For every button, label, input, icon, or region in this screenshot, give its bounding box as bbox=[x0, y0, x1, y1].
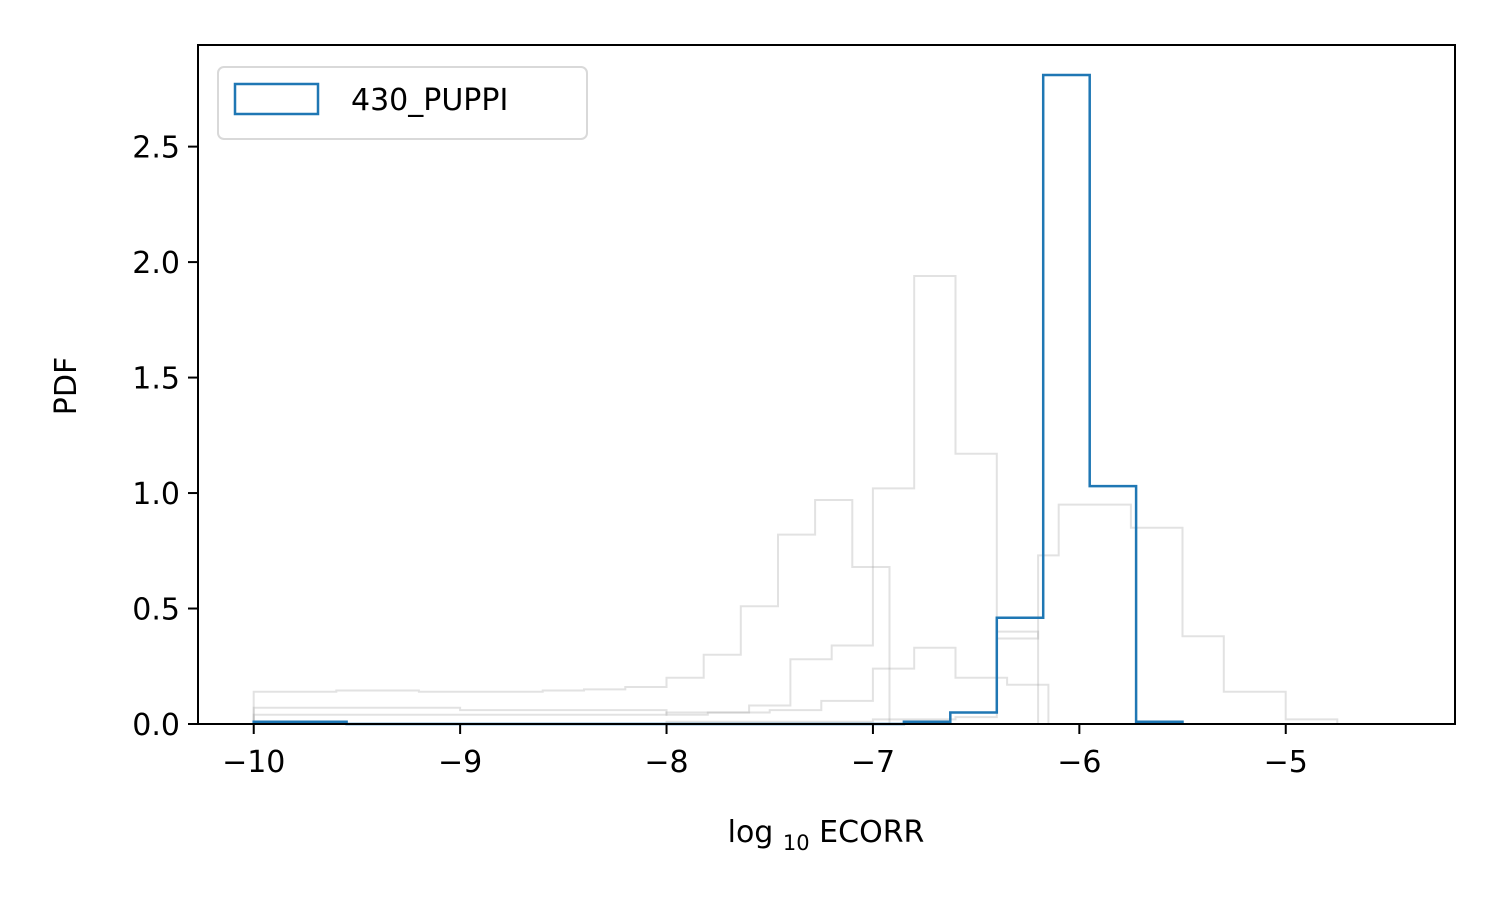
histogram-series-background-4 bbox=[253, 503, 1339, 725]
y-tick-label: 2.0 bbox=[132, 246, 180, 281]
legend: 430_PUPPI bbox=[217, 66, 588, 140]
x-tick-label: −5 bbox=[1264, 745, 1308, 780]
y-tick-label: 0.0 bbox=[132, 708, 180, 743]
y-tick-label: 1.0 bbox=[132, 477, 180, 512]
y-axis-label: PDF bbox=[49, 357, 84, 415]
histogram-series-background-2 bbox=[252, 275, 1040, 724]
y-tick-label: 0.5 bbox=[132, 593, 180, 628]
y-tick-label: 1.5 bbox=[132, 362, 180, 397]
legend-swatch bbox=[233, 82, 320, 116]
histogram-series-background-3 bbox=[252, 646, 1050, 724]
x-axis-ticks: −10 −9 −8 −7 −6 −5 bbox=[222, 724, 1308, 780]
x-axis-label-suffix: ECORR bbox=[819, 815, 924, 850]
background-series-layer bbox=[252, 275, 1339, 725]
x-tick-label: −8 bbox=[644, 745, 688, 780]
legend-label: 430_PUPPI bbox=[351, 83, 508, 118]
x-axis-label-subscript: 10 bbox=[783, 831, 810, 855]
plot-frame bbox=[197, 44, 1456, 725]
y-axis-ticks: 0.0 0.5 1.0 1.5 2.0 2.5 bbox=[132, 131, 198, 743]
x-tick-label: −6 bbox=[1057, 745, 1101, 780]
x-axis-label: log 10 ECORR bbox=[728, 815, 925, 858]
histogram-series-background-1 bbox=[252, 499, 891, 724]
x-tick-label: −10 bbox=[222, 745, 285, 780]
x-tick-label: −7 bbox=[851, 745, 895, 780]
x-tick-label: −9 bbox=[438, 745, 482, 780]
x-axis-label-prefix: log bbox=[728, 815, 774, 850]
y-tick-label: 2.5 bbox=[132, 131, 180, 166]
